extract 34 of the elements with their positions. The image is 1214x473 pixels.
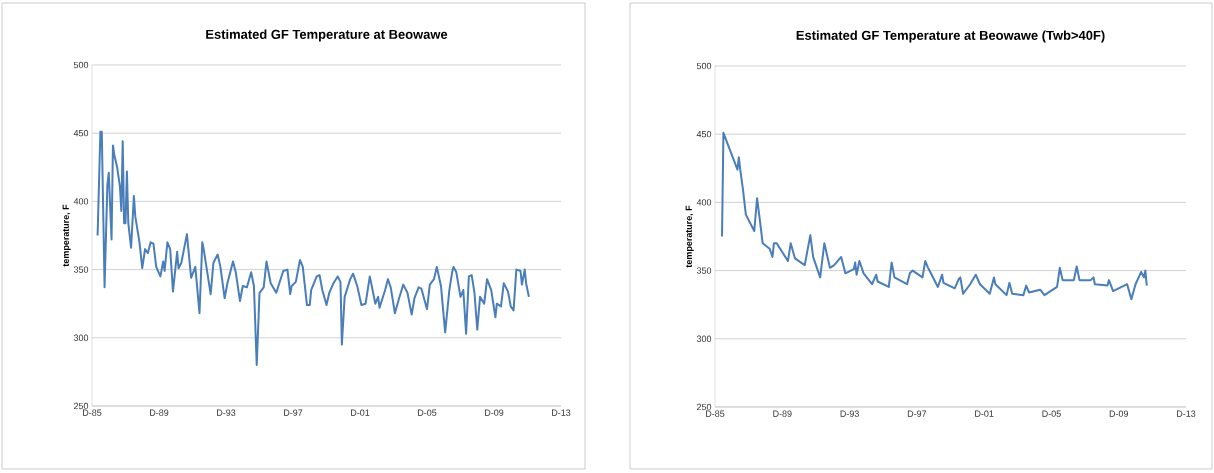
- x-tick-label: D-85: [83, 409, 102, 416]
- x-tick-label: D-93: [217, 409, 236, 416]
- x-tick-label: D-85: [706, 410, 725, 417]
- x-tick-label: D-09: [485, 409, 504, 416]
- x-tick-label: D-01: [975, 410, 994, 417]
- x-tick-label: D-97: [284, 409, 303, 416]
- y-axis-title: temperature, F: [685, 205, 694, 268]
- x-tick-label: D-89: [773, 410, 792, 417]
- y-tick-label: 450: [73, 130, 89, 137]
- line-series: [96, 130, 530, 367]
- y-tick-label: 400: [696, 199, 712, 206]
- y-tick-label: 250: [696, 403, 712, 411]
- x-tick-label: D-05: [418, 409, 437, 416]
- y-tick-label: 400: [73, 198, 89, 205]
- y-axis-title: temperature, F: [62, 204, 71, 267]
- x-tick-label: D-13: [1177, 410, 1196, 417]
- y-tick-label: 450: [696, 131, 712, 138]
- line-series: [721, 131, 1148, 301]
- y-tick-label: 300: [73, 334, 89, 341]
- chart-title: Estimated GF Temperature at Beowawe (Twb>40F): [796, 30, 1105, 43]
- x-tick-label: D-01: [351, 409, 370, 416]
- y-tick-label: 500: [73, 61, 89, 69]
- chart-title: Estimated GF Temperature at Beowawe: [206, 29, 448, 42]
- y-tick-label: 500: [696, 62, 712, 70]
- x-tick-label: D-09: [1109, 410, 1129, 417]
- y-tick-label: 350: [696, 267, 712, 274]
- x-tick-label: D-93: [840, 410, 859, 417]
- x-tick-label: D-05: [1042, 410, 1061, 417]
- x-tick-label: D-13: [552, 409, 571, 416]
- x-tick-label: D-89: [150, 409, 169, 416]
- y-tick-label: 300: [696, 335, 712, 342]
- x-tick-label: D-97: [907, 410, 927, 417]
- y-tick-label: 250: [73, 402, 89, 410]
- y-tick-label: 350: [73, 266, 89, 273]
